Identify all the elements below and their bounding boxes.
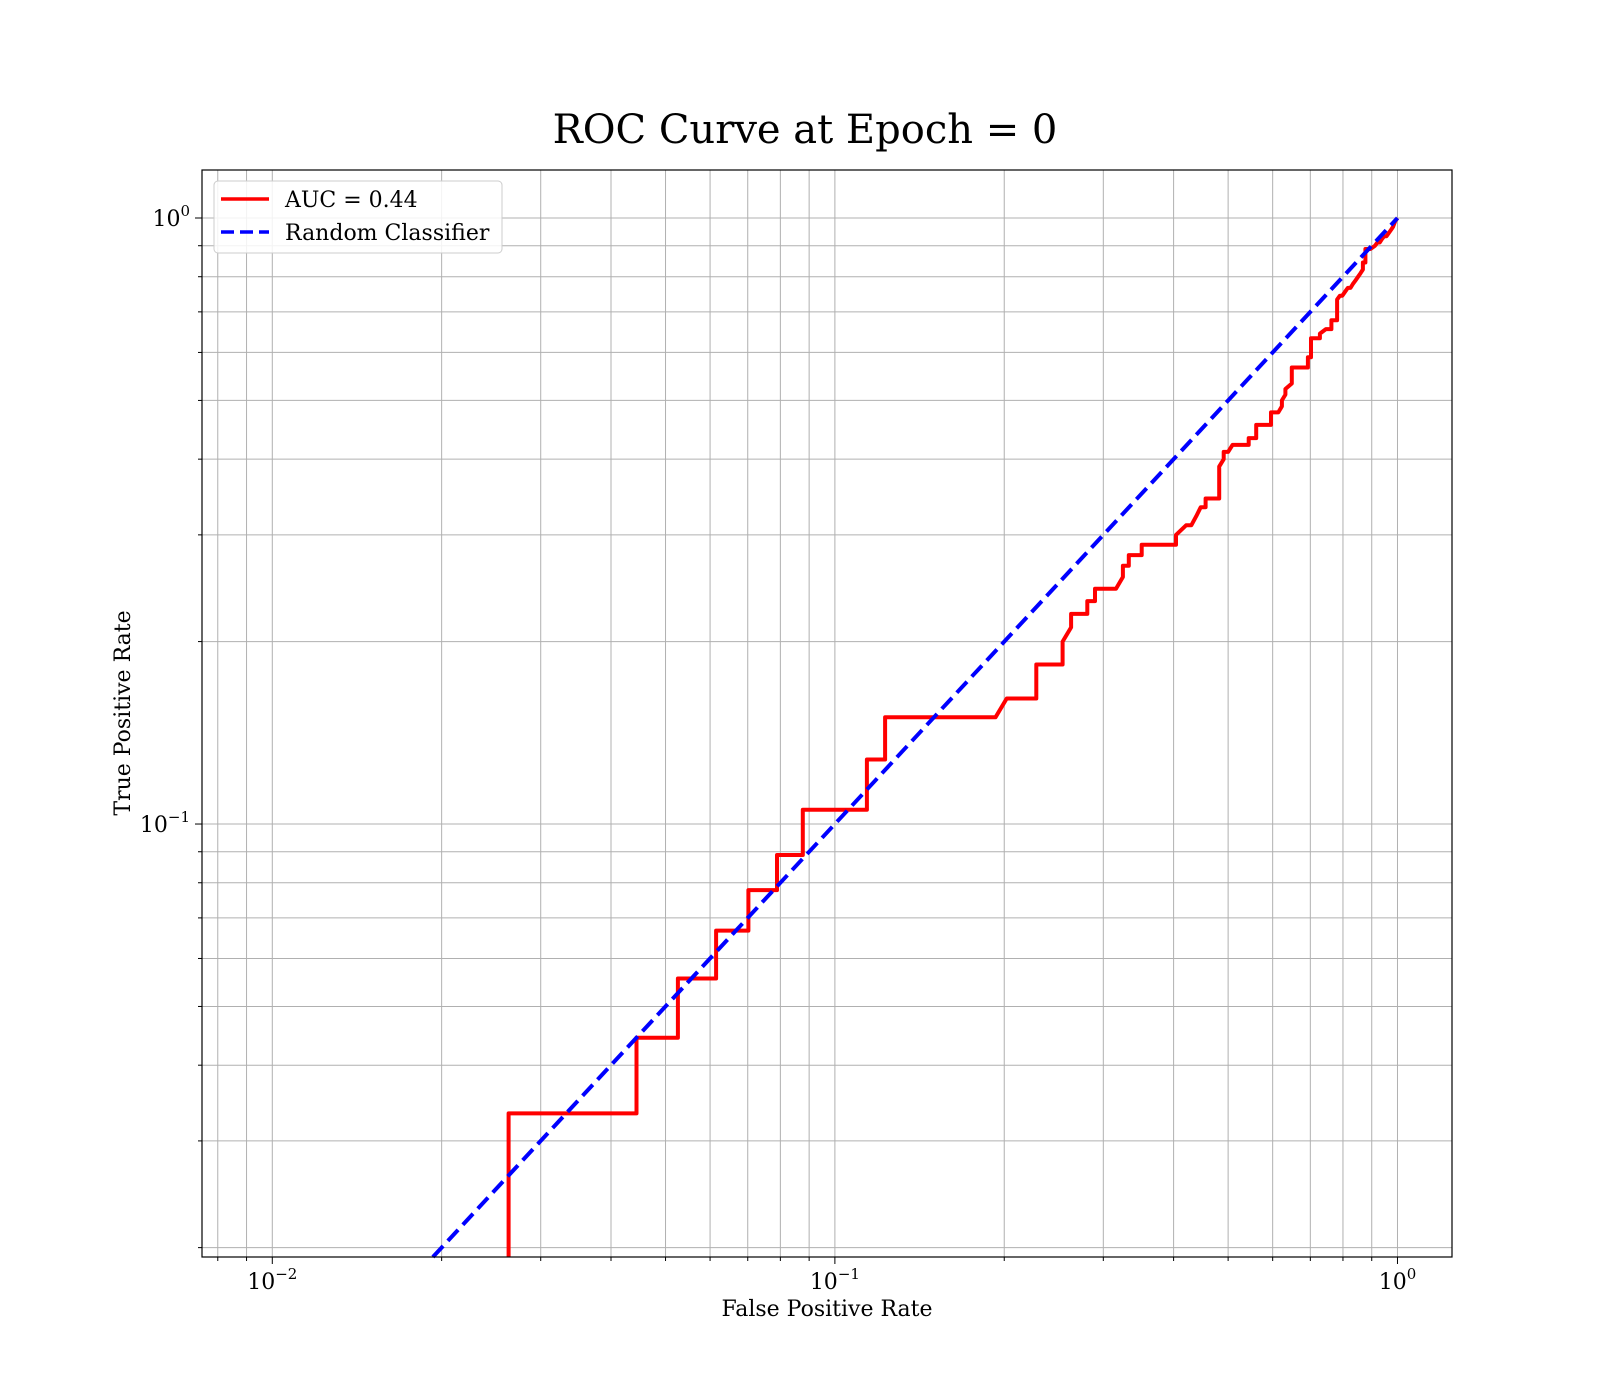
legend-label-roc: AUC = 0.44 xyxy=(284,188,418,213)
chart-title: ROC Curve at Epoch = 0 xyxy=(553,107,1058,153)
x-tick-label: 10−2 xyxy=(247,1265,297,1295)
legend: AUC = 0.44 Random Classifier xyxy=(213,180,503,254)
y-axis-label: True Positive Rate xyxy=(111,610,136,815)
plot-lines xyxy=(431,216,1400,1259)
legend-box xyxy=(213,180,503,254)
axis-ticks: 10−2 10−1 100 10−1 100 xyxy=(140,202,1416,1295)
x-tick-label: 100 xyxy=(1379,1265,1417,1295)
roc-curve-line xyxy=(506,216,1400,1257)
x-tick-label: 10−1 xyxy=(810,1265,860,1295)
legend-label-random: Random Classifier xyxy=(285,221,490,246)
y-tick-label: 100 xyxy=(152,202,190,232)
y-tick-label: 10−1 xyxy=(140,808,190,838)
x-axis-label: False Positive Rate xyxy=(721,1297,932,1322)
random-classifier-line xyxy=(431,216,1399,1259)
plot-frame xyxy=(201,169,1453,1258)
grid-lines xyxy=(202,170,1452,1257)
